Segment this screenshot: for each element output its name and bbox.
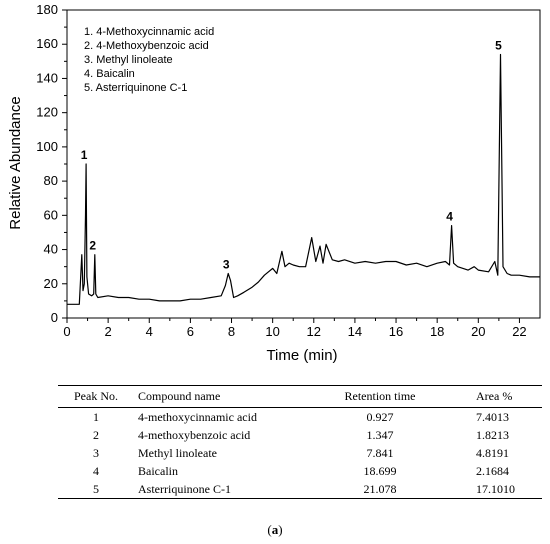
cell-peak: 3	[93, 445, 99, 460]
x-tick-label: 8	[228, 324, 235, 339]
y-tick-label: 180	[36, 2, 58, 17]
x-tick-label: 2	[105, 324, 112, 339]
x-tick-label: 6	[187, 324, 194, 339]
y-tick-label: 20	[44, 276, 58, 291]
table-row: 5 Asterriquinone C-1 21.078 17.1010	[58, 480, 542, 499]
column-header-area: Area %	[476, 389, 513, 403]
axes: 0 2 4 6 8 10 12 14 16 18 20 22020406080100120140160…	[36, 2, 541, 339]
y-tick-label: 160	[36, 36, 58, 51]
legend-entry: 1. 4-Methoxycinnamic acid	[84, 26, 214, 38]
cell-area: 4.8191	[476, 445, 509, 460]
figure-caption: (a)	[0, 522, 550, 538]
legend-entry: 2. 4-Methoxybenzoic acid	[84, 40, 209, 52]
x-tick-label: 0	[63, 324, 70, 339]
x-axis-title: Time (min)	[266, 347, 337, 364]
x-tick-label: 14	[348, 324, 362, 339]
cell-compound: 4-methoxycinnamic acid	[138, 409, 257, 424]
peak-labels: 1 2 3 4 5	[81, 38, 502, 271]
table-row: 3 Methyl linoleate 7.841 4.8191	[58, 444, 542, 462]
peak-label-1: 1	[81, 148, 88, 162]
x-tick-label: 4	[146, 324, 153, 339]
peak-label-5: 5	[495, 38, 502, 52]
chromatogram-trace	[67, 53, 540, 305]
legend-entry: 4. Baicalin	[84, 68, 135, 80]
y-tick-label: 80	[44, 173, 58, 188]
y-tick-label: 0	[51, 310, 58, 325]
peak-label-2: 2	[89, 239, 96, 253]
y-tick-label: 40	[44, 242, 58, 257]
cell-retention-time: 21.078	[363, 481, 397, 496]
cell-area: 7.4013	[476, 409, 509, 424]
cell-peak: 1	[93, 409, 99, 424]
cell-compound: Asterriquinone C-1	[138, 481, 231, 496]
cell-compound: 4-methoxybenzoic acid	[138, 427, 251, 442]
y-tick-label: 60	[44, 207, 58, 222]
caption-close-paren: )	[278, 522, 283, 537]
cell-peak: 4	[93, 463, 99, 478]
table-row: 4 Baicalin 18.699 2.1684	[58, 462, 542, 480]
table-row: 1 4-methoxycinnamic acid 0.927 7.4013	[58, 408, 542, 427]
series-layer	[67, 53, 540, 305]
peak-table: Peak No. Compound name Retention time Ar…	[58, 385, 542, 499]
peak-label-4: 4	[446, 210, 453, 224]
caption-letter: a	[271, 522, 279, 537]
cell-peak: 5	[93, 481, 99, 496]
table-header-row: Peak No. Compound name Retention time Ar…	[58, 385, 542, 408]
legend-entry: 3. Methyl linoleate	[84, 54, 173, 66]
x-tick-label: 12	[307, 324, 321, 339]
cell-area: 17.1010	[476, 481, 515, 496]
peak-label-3: 3	[223, 258, 230, 272]
x-tick-label: 18	[430, 324, 444, 339]
y-tick-label: 140	[36, 70, 58, 85]
column-header-compound: Compound name	[138, 389, 221, 403]
cell-retention-time: 1.347	[366, 427, 394, 442]
cell-area: 1.8213	[476, 427, 509, 442]
y-tick-label: 100	[36, 139, 58, 154]
chromatogram-chart: 0 2 4 6 8 10 12 14 16 18 20 22020406080100120140160…	[7, 2, 541, 364]
x-tick-label: 10	[265, 324, 279, 339]
cell-peak: 2	[93, 427, 99, 442]
x-tick-label: 20	[471, 324, 485, 339]
x-tick-label: 22	[512, 324, 526, 339]
y-tick-label: 120	[36, 105, 58, 120]
x-tick-label: 16	[389, 324, 403, 339]
caption-open-paren: (	[267, 522, 272, 537]
y-axis-title: Relative Abundance	[7, 96, 24, 229]
cell-retention-time: 0.927	[366, 409, 394, 424]
cell-compound: Methyl linoleate	[138, 445, 217, 460]
legend: 1. 4-Methoxycinnamic acid 2. 4-Methoxyben…	[84, 26, 214, 94]
legend-entry: 5. Asterriquinone C-1	[84, 82, 187, 94]
column-header-retention-time: Retention time	[344, 389, 416, 403]
table-row: 2 4-methoxybenzoic acid 1.347 1.8213	[58, 426, 542, 444]
cell-retention-time: 18.699	[363, 463, 397, 478]
cell-retention-time: 7.841	[366, 445, 394, 460]
column-header-peak: Peak No.	[74, 389, 118, 403]
cell-compound: Baicalin	[138, 463, 178, 478]
cell-area: 2.1684	[476, 463, 509, 478]
